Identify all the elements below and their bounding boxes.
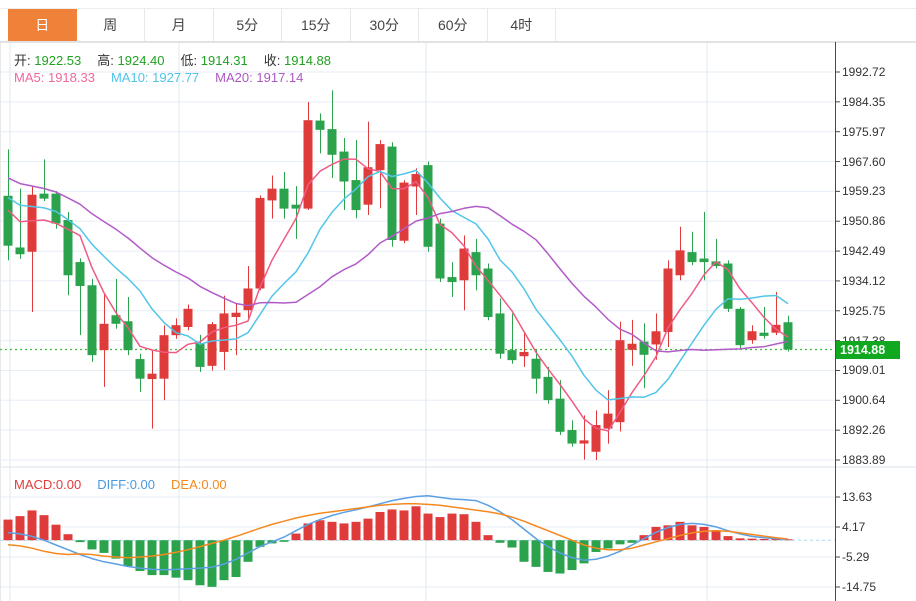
open-label: 开:	[14, 53, 31, 68]
diff-value: 0.00	[129, 477, 156, 492]
price-tick-label: 1950.86	[842, 214, 886, 229]
tab-day[interactable]: 日	[8, 9, 77, 41]
close-value: 1914.88	[284, 53, 331, 68]
diff-label: DIFF:	[97, 477, 130, 492]
tab-15min[interactable]: 15分	[282, 9, 351, 41]
dea-value: 0.00	[201, 477, 227, 492]
timeframe-tab-bar: 日 周 月 5分 15分 30分 60分 4时	[0, 8, 916, 42]
macd-tick-label: 13.63	[842, 490, 873, 504]
price-tick-label: 1992.72	[842, 65, 886, 79]
ohlc-legend: 开: 1922.53 高: 1924.40 低: 1914.31 收: 1914.88	[14, 50, 347, 69]
ma5-label: MA5:	[14, 70, 45, 85]
ma-legend: MA5: 1918.33 MA10: 1927.77 MA20: 1917.14	[14, 70, 319, 85]
tab-month[interactable]: 月	[145, 9, 214, 41]
price-tick-label: 1967.60	[842, 154, 886, 169]
price-tick-label: 1975.97	[842, 124, 886, 139]
close-label: 收:	[263, 53, 281, 68]
macd-tick-label: -5.29	[842, 550, 870, 564]
macd-value: 0.00	[55, 477, 82, 492]
ma10-label: MA10:	[110, 70, 149, 85]
price-tick-label: 1959.23	[842, 184, 886, 199]
price-tick-label: 1900.64	[842, 393, 886, 408]
price-tick-label: 1925.75	[842, 303, 886, 318]
high-label: 高:	[97, 53, 114, 68]
ma10-value: 1927.77	[152, 70, 200, 85]
open-value: 1922.53	[34, 53, 82, 68]
ma20-label: MA20:	[215, 70, 253, 85]
price-tick-label: 1942.49	[842, 244, 886, 259]
tab-4hour[interactable]: 4时	[488, 9, 556, 41]
low-value: 1914.31	[200, 53, 248, 68]
macd-label: MACD:	[14, 477, 56, 492]
price-tick-label: 1984.35	[842, 94, 886, 109]
macd-tick-label: 4.17	[842, 520, 866, 534]
price-tick-label: 1883.89	[842, 453, 886, 467]
tab-5min[interactable]: 5分	[214, 9, 282, 41]
tab-30min[interactable]: 30分	[351, 9, 419, 41]
high-value: 1924.40	[117, 53, 165, 68]
price-tick-label: 1892.26	[842, 423, 886, 438]
last-price-badge: 1914.88	[836, 340, 900, 359]
macd-tick-label: -14.75	[842, 580, 877, 594]
ma20-value: 1917.14	[256, 70, 304, 85]
price-tick-label: 1909.01	[842, 363, 886, 378]
tab-60min[interactable]: 60分	[419, 9, 488, 41]
macd-legend: MACD:0.00 DIFF:0.00 DEA:0.00	[14, 477, 243, 492]
price-tick-label: 1934.12	[842, 273, 886, 288]
ma5-value: 1918.33	[47, 70, 95, 85]
low-label: 低:	[180, 53, 198, 68]
tab-week[interactable]: 周	[77, 9, 145, 41]
dea-label: DEA:	[171, 477, 202, 492]
